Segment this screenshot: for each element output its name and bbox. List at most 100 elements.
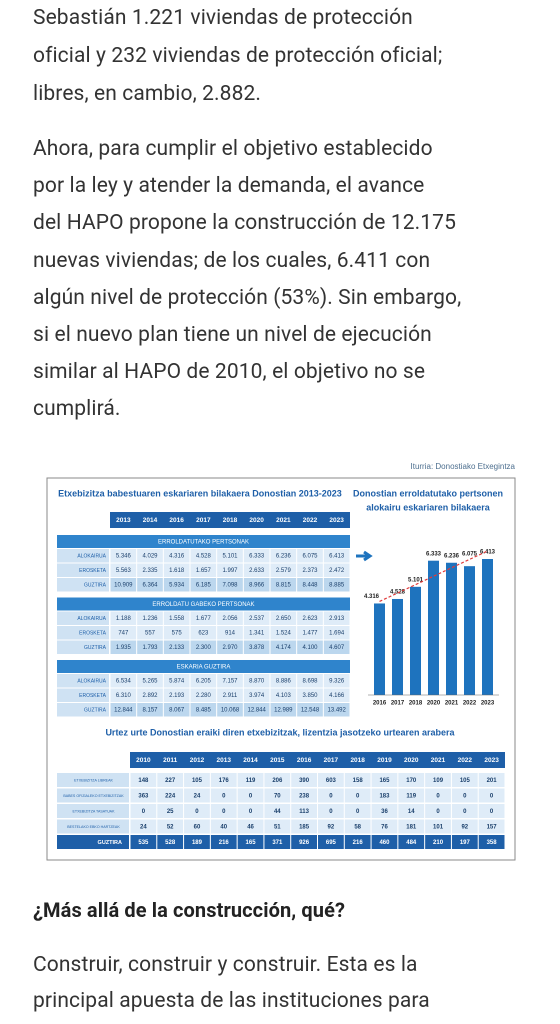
cell-value: 2.300 — [196, 645, 212, 651]
cell — [297, 626, 323, 640]
row-label-cell — [57, 835, 129, 849]
year-header: 2018 — [223, 517, 238, 524]
cell-value: 1.618 — [169, 568, 185, 574]
cell-value: 8.448 — [302, 583, 318, 589]
cell — [217, 626, 243, 640]
row-label-cell — [57, 549, 109, 563]
cell-value: 3.878 — [249, 645, 265, 651]
cell — [110, 703, 137, 717]
cell-value: 6.185 — [196, 583, 212, 589]
row-label: ETXEBIZITZA LIBREAK — [74, 778, 113, 782]
cell-value: 3.974 — [249, 693, 265, 699]
cell-value: 216 — [219, 840, 230, 846]
cell — [425, 788, 451, 803]
cell-value: 363 — [138, 794, 149, 800]
cell — [163, 626, 190, 640]
cell-value: 2.472 — [329, 568, 345, 574]
cell — [184, 773, 210, 787]
cell — [210, 804, 237, 818]
cell-value: 4.174 — [276, 645, 292, 651]
chart-title: Donostian erroldatutako pertsonen — [353, 488, 503, 498]
cell — [210, 773, 237, 787]
year-header: 2021 — [431, 757, 446, 764]
cell — [110, 674, 137, 688]
cell — [270, 611, 297, 625]
x-tick-label: 2021 — [445, 701, 459, 707]
cell-value: 2.913 — [329, 616, 345, 622]
cell — [237, 835, 264, 849]
year-header: 2014 — [143, 517, 158, 524]
cell — [478, 788, 505, 803]
cell-value: 6.205 — [196, 679, 212, 685]
year-header: 2015 — [270, 757, 285, 764]
cell — [297, 563, 323, 577]
cell-value: 460 — [379, 840, 390, 846]
row-label: BESTELAKO EBKO HARTZEAK — [67, 825, 120, 829]
cell — [323, 703, 350, 717]
cell — [425, 773, 451, 787]
cell-value: 0 — [222, 809, 226, 815]
row-label: ETXEBIZITZA TASATUAK — [73, 809, 116, 813]
row-label: EROSKETA — [79, 568, 107, 574]
cell — [291, 804, 317, 818]
cell — [243, 626, 270, 640]
cell — [110, 688, 137, 702]
cell-value: 165 — [379, 778, 390, 784]
cell — [110, 611, 137, 625]
row-label-cell — [57, 611, 109, 625]
cell-value: 2.911 — [223, 693, 238, 699]
cell — [323, 626, 350, 640]
cell — [137, 626, 163, 640]
row-label: BABES OFIZIALEKO ETXEBIZITZAK — [63, 794, 124, 798]
cell — [163, 563, 190, 577]
cell-value: 101 — [433, 825, 444, 831]
cell-value: 0 — [249, 794, 253, 800]
text-line: oficial y 232 viviendas de protección of… — [33, 44, 443, 68]
year-header: 2022 — [303, 517, 318, 524]
cell — [157, 819, 184, 834]
cell-value: 2.650 — [276, 616, 292, 622]
cell-value: 0 — [490, 794, 494, 800]
cell — [137, 674, 163, 688]
cell-value: 60 — [194, 825, 201, 831]
cell-value: 1.188 — [116, 616, 132, 622]
cell — [323, 688, 350, 702]
cell-value: 170 — [406, 778, 417, 784]
cell — [190, 640, 217, 654]
cell-value: 12.548 — [301, 708, 320, 714]
cell — [297, 703, 323, 717]
cell-value: 92 — [461, 825, 468, 831]
section-header — [57, 660, 350, 673]
x-tick-label: 2018 — [409, 701, 423, 707]
cell — [190, 549, 217, 563]
cell-value: 0 — [329, 794, 333, 800]
section-title: ERROLDATUTAKO PERTSONAK — [158, 540, 249, 546]
row-label: ALOKAIRUA — [77, 616, 106, 622]
cell-value: 1.524 — [276, 631, 292, 637]
year-header: 2013 — [217, 757, 232, 764]
cell — [270, 703, 297, 717]
row-label: GUZTIRA — [84, 707, 107, 713]
year-header: 2011 — [163, 757, 177, 764]
cell — [237, 804, 264, 818]
cell-value: 44 — [274, 809, 281, 815]
cell-value: 36 — [381, 809, 388, 815]
cell-value: 4.029 — [142, 554, 158, 560]
cell — [371, 835, 398, 849]
cell — [270, 563, 297, 577]
cell — [451, 835, 478, 849]
cell-value: 0 — [436, 809, 440, 815]
cell-value: 197 — [460, 840, 471, 846]
cell — [451, 788, 478, 803]
cell — [371, 788, 398, 803]
text-line: ¿Más allá de la construcción, qué? — [33, 898, 346, 922]
cell — [264, 804, 291, 818]
cell — [237, 773, 264, 787]
header-row — [110, 512, 350, 528]
cell — [157, 835, 184, 849]
cell-value: 148 — [138, 778, 149, 784]
cell-value: 1.341 — [249, 631, 265, 637]
cell — [398, 788, 425, 803]
cell — [270, 640, 297, 654]
cell-value: 0 — [463, 794, 467, 800]
